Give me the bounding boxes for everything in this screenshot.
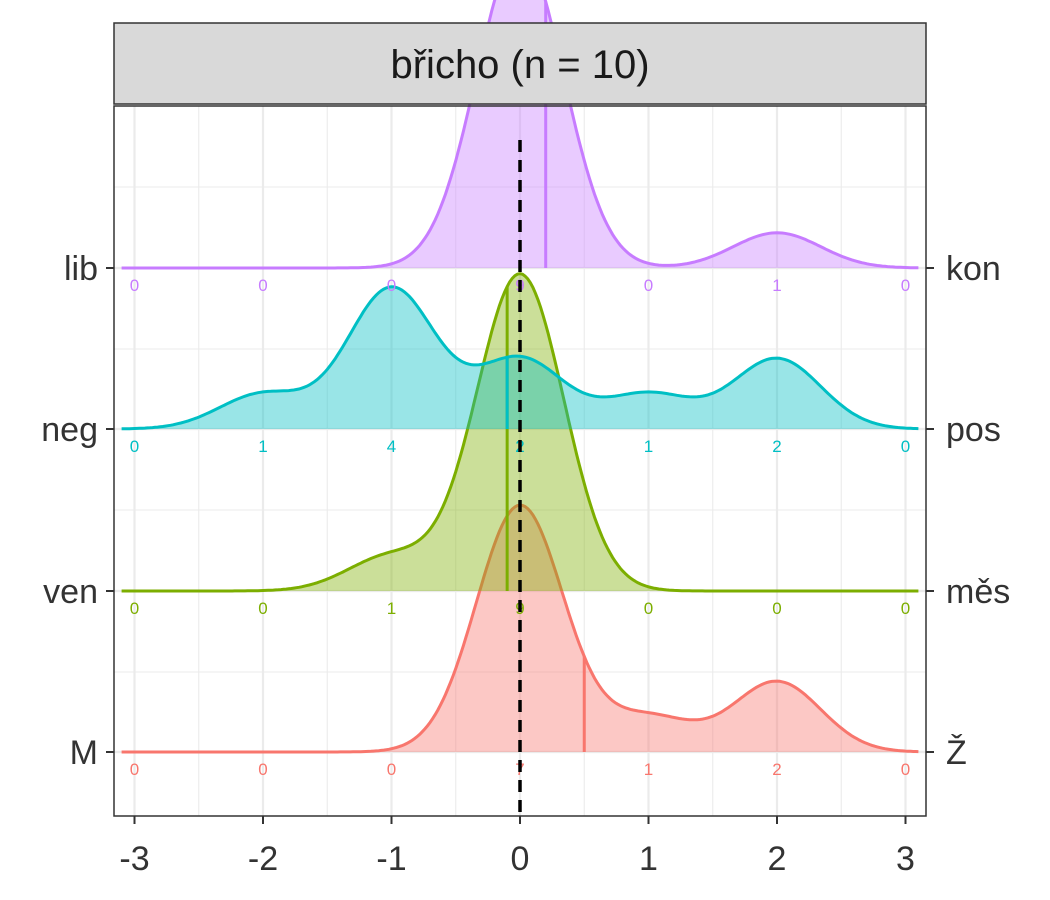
count-label: 2 bbox=[772, 437, 781, 456]
y-tick-label-right: pos bbox=[946, 411, 1001, 449]
y-tick-label-right: kon bbox=[946, 250, 1001, 288]
x-tick-label: 1 bbox=[639, 840, 658, 878]
y-tick-label-left: M bbox=[70, 734, 98, 772]
y-tick-label-right: Ž bbox=[946, 734, 967, 772]
count-label: 0 bbox=[130, 760, 139, 779]
count-label: 0 bbox=[901, 599, 910, 618]
ridge-line bbox=[121, 285, 919, 431]
count-label: 0 bbox=[772, 599, 781, 618]
x-tick-label: 0 bbox=[511, 840, 530, 878]
count-label: 1 bbox=[258, 437, 267, 456]
x-tick-label: -2 bbox=[248, 840, 278, 878]
ridge-fill bbox=[121, 0, 919, 268]
count-label: 0 bbox=[387, 276, 396, 295]
count-label: 0 bbox=[130, 437, 139, 456]
count-label: 0 bbox=[644, 599, 653, 618]
y-tick-label-left: ven bbox=[43, 573, 98, 611]
facet-title: břicho (n = 10) bbox=[390, 43, 649, 87]
x-tick-label: 2 bbox=[768, 840, 787, 878]
count-label: 1 bbox=[772, 276, 781, 295]
count-label: 0 bbox=[130, 599, 139, 618]
ridge-fill bbox=[121, 286, 919, 429]
x-tick-label: 3 bbox=[896, 840, 915, 878]
count-label: 1 bbox=[644, 760, 653, 779]
count-label: 0 bbox=[901, 760, 910, 779]
count-label: 1 bbox=[644, 437, 653, 456]
x-axis: -3 -2 -1 0 1 2 3 bbox=[119, 816, 915, 878]
x-tick-label: -3 bbox=[119, 840, 149, 878]
count-label: 4 bbox=[387, 437, 396, 456]
count-label: 0 bbox=[387, 760, 396, 779]
count-label: 0 bbox=[901, 437, 910, 456]
count-label: 0 bbox=[258, 599, 267, 618]
count-label: 0 bbox=[130, 276, 139, 295]
count-label: 1 bbox=[387, 599, 396, 618]
x-tick-label: -1 bbox=[376, 840, 406, 878]
count-labels: 0007120001900001421200009010 bbox=[130, 276, 910, 779]
y-tick-label-right: měs bbox=[946, 573, 1010, 611]
count-label: 0 bbox=[644, 276, 653, 295]
ridge-line bbox=[121, 272, 919, 593]
ridge-fill bbox=[121, 273, 919, 591]
y-tick-label-left: neg bbox=[41, 411, 98, 449]
count-label: 0 bbox=[901, 276, 910, 295]
ridge-line bbox=[121, 0, 919, 270]
facet-strip: břicho (n = 10) bbox=[113, 22, 927, 105]
count-label: 0 bbox=[258, 276, 267, 295]
y-tick-label-left: lib bbox=[64, 250, 98, 288]
count-label: 2 bbox=[772, 760, 781, 779]
count-label: 0 bbox=[258, 760, 267, 779]
